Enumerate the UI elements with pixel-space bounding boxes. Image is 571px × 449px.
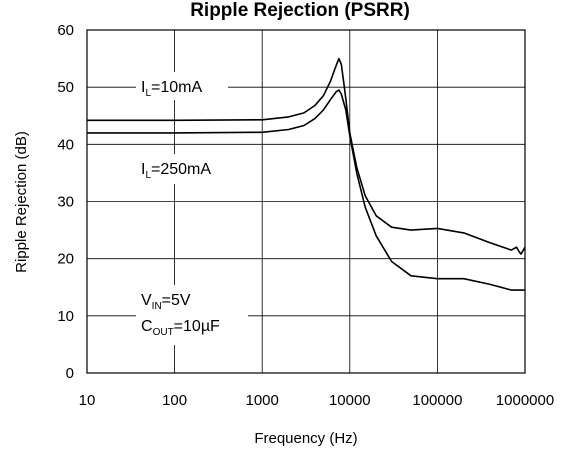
y-axis-label: Ripple Rejection (dB) — [13, 131, 30, 273]
x-tick-label: 1000000 — [496, 392, 554, 409]
plot-frame — [86, 29, 526, 374]
x-tick-label: 100 — [162, 392, 187, 409]
y-tick-label: 0 — [66, 365, 74, 382]
series-group — [87, 57, 526, 291]
label-il-250ma: IL=250mA — [141, 161, 211, 181]
label-mask-10ma — [136, 72, 228, 100]
label-mask-conditions — [136, 285, 248, 345]
y-tick-label: 40 — [57, 136, 74, 153]
y-tick-label: 50 — [57, 79, 74, 96]
x-tick-label: 10000 — [329, 392, 371, 409]
chart-title: Ripple Rejection (PSRR) — [190, 0, 410, 21]
y-tick-label: 60 — [57, 22, 74, 39]
x-tick-label: 100000 — [412, 392, 462, 409]
y-tick-label: 20 — [57, 251, 74, 268]
x-tick-label: 1000 — [246, 392, 279, 409]
label-mask-250ma — [136, 154, 228, 184]
x-axis-label: Frequency (Hz) — [254, 430, 357, 447]
tick-labels: 10 100 1000 10000 100000 1000000 0 10 20 30 40 50 60 — [57, 22, 554, 409]
annotations: IL=10mA IL=250mA VIN=5V COUT=10µF — [136, 72, 248, 345]
x-tick-label: 10 — [79, 392, 96, 409]
y-tick-label: 30 — [57, 194, 74, 211]
y-tick-label: 10 — [57, 308, 74, 325]
label-cout: COUT=10µF — [141, 318, 220, 338]
series-line-il-250ma — [87, 89, 525, 291]
label-il-10ma: IL=10mA — [141, 79, 202, 99]
label-vin: VIN=5V — [141, 292, 191, 312]
